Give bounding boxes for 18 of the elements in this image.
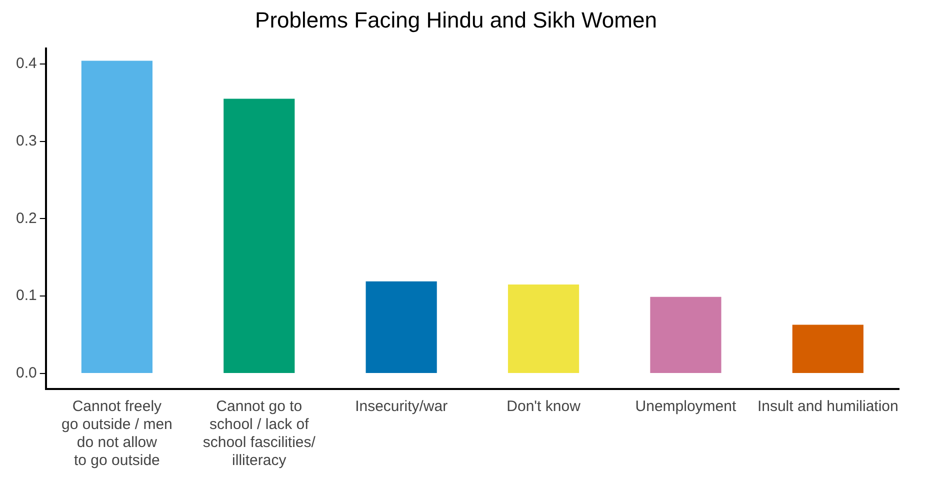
y-tick-label: 0.2 [16, 210, 37, 227]
y-tick-label: 0.4 [16, 55, 37, 72]
x-tick-label: Cannot freely go outside / men do not allow to go outside [61, 398, 172, 470]
x-tick-label: Unemployment [635, 398, 737, 416]
bar [792, 324, 864, 374]
x-tick-label: Insecurity/war [355, 398, 448, 416]
bar [366, 281, 437, 374]
y-tick-label: 0.3 [16, 132, 37, 150]
x-tick-label: Insult and humiliation [757, 398, 898, 416]
y-tick-label: 0.1 [16, 287, 37, 304]
bar [81, 60, 152, 374]
x-tick-label: Don't know [506, 398, 581, 416]
y-tick-label: 0.0 [16, 364, 37, 382]
chart-title: Problems Facing Hindu and Sikh Women [255, 7, 657, 32]
x-tick-label: Cannot go to school / lack of school fascilities/ illiteracy [202, 398, 316, 470]
bar [508, 284, 580, 374]
bar [650, 296, 722, 374]
bar [224, 98, 295, 374]
